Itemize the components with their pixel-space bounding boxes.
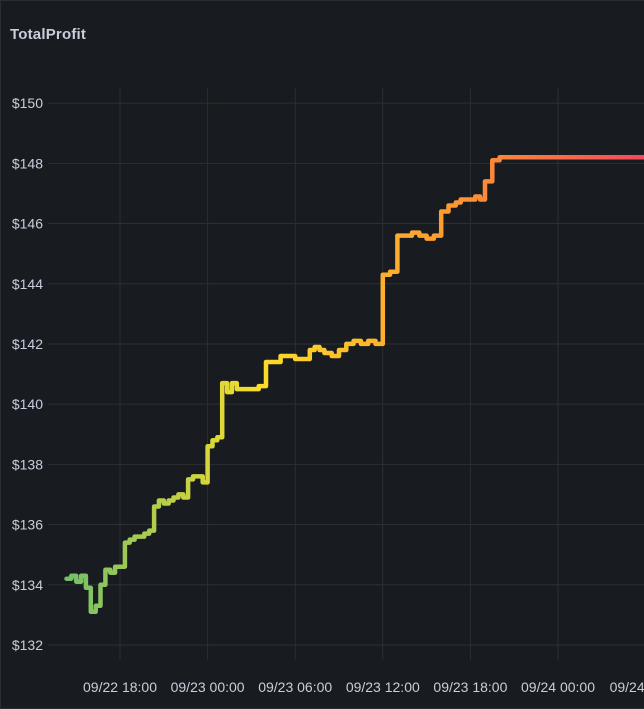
x-tick-label: 09/23 06:00 (258, 679, 332, 695)
y-tick-label: $148 (12, 155, 43, 171)
y-tick-label: $134 (12, 577, 43, 593)
grid-lines (48, 88, 644, 660)
y-tick-label: $142 (12, 336, 43, 352)
series-layer (64, 155, 644, 615)
y-tick-label: $144 (12, 276, 43, 292)
y-tick-label: $146 (12, 216, 43, 232)
x-tick-label: 09/22 18:00 (83, 679, 157, 695)
x-axis-ticks: 09/22 18:00 09/23 00:00 09/23 06:00 09/23 1… (83, 679, 644, 695)
y-axis-ticks: $132 $134 $136 $138 $140 $142 $144 $146 $148 $150 (12, 95, 43, 653)
y-tick-label: $138 (12, 456, 43, 472)
y-tick-label: $132 (12, 637, 43, 653)
x-tick-label: 09/23 18:00 (433, 679, 507, 695)
y-tick-label: $140 (12, 396, 43, 412)
series-line-total-profit[interactable] (64, 155, 644, 615)
x-tick-label: 09/23 12:00 (346, 679, 420, 695)
y-tick-label: $150 (12, 95, 43, 111)
x-tick-label: 09/24 00:00 (521, 679, 595, 695)
x-tick-label: 09/24 (610, 679, 644, 695)
panel-title[interactable]: TotalProfit (10, 26, 87, 43)
x-tick-label: 09/23 00:00 (171, 679, 245, 695)
y-tick-label: $136 (12, 517, 43, 533)
